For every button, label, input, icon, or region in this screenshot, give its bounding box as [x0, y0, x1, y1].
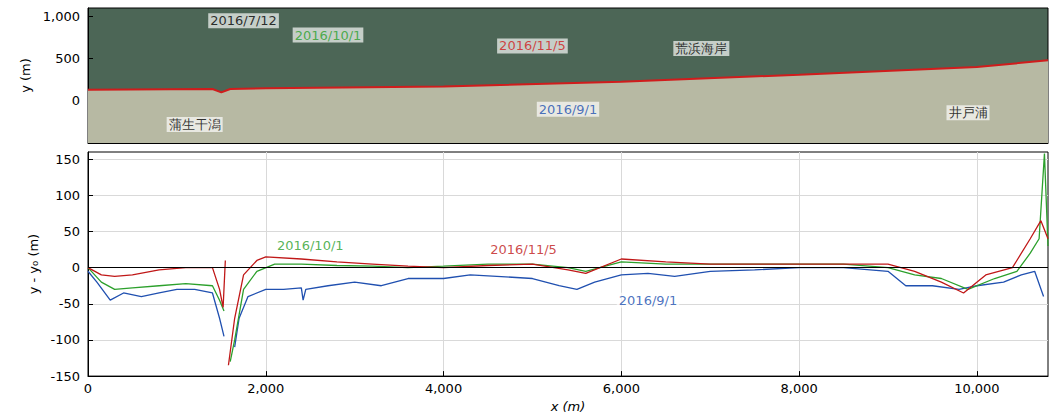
svg-text:0: 0	[84, 381, 92, 396]
svg-text:2016/9/1: 2016/9/1	[539, 102, 597, 117]
svg-text:2016/10/1: 2016/10/1	[295, 28, 362, 43]
svg-text:500: 500	[55, 51, 80, 66]
svg-text:2016/11/5: 2016/11/5	[499, 38, 566, 53]
svg-text:x (m): x (m)	[550, 399, 586, 414]
svg-text:4,000: 4,000	[425, 381, 462, 396]
svg-text:1,000: 1,000	[43, 9, 80, 24]
svg-text:y (m): y (m)	[18, 58, 33, 93]
svg-text:井戸浦: 井戸浦	[949, 105, 988, 120]
svg-text:-100: -100	[50, 332, 80, 347]
svg-text:蒲生干潟: 蒲生干潟	[169, 117, 221, 132]
svg-text:2016/7/12: 2016/7/12	[210, 13, 277, 28]
svg-text:2016/9/1: 2016/9/1	[619, 293, 677, 308]
svg-text:150: 150	[55, 152, 80, 167]
svg-text:2016/10/1: 2016/10/1	[277, 238, 344, 253]
svg-text:荒浜海岸: 荒浜海岸	[675, 41, 727, 56]
svg-text:50: 50	[63, 224, 80, 239]
svg-text:0: 0	[72, 260, 80, 275]
svg-text:0: 0	[72, 93, 80, 108]
svg-text:-150: -150	[50, 369, 80, 384]
svg-text:100: 100	[55, 188, 80, 203]
svg-text:6,000: 6,000	[603, 381, 640, 396]
svg-text:-50: -50	[59, 296, 80, 311]
svg-text:2,000: 2,000	[247, 381, 284, 396]
svg-text:y - y₀ (m): y - y₀ (m)	[26, 234, 41, 295]
svg-text:10,000: 10,000	[954, 381, 1000, 396]
svg-text:8,000: 8,000	[781, 381, 818, 396]
svg-text:2016/11/5: 2016/11/5	[490, 242, 557, 257]
